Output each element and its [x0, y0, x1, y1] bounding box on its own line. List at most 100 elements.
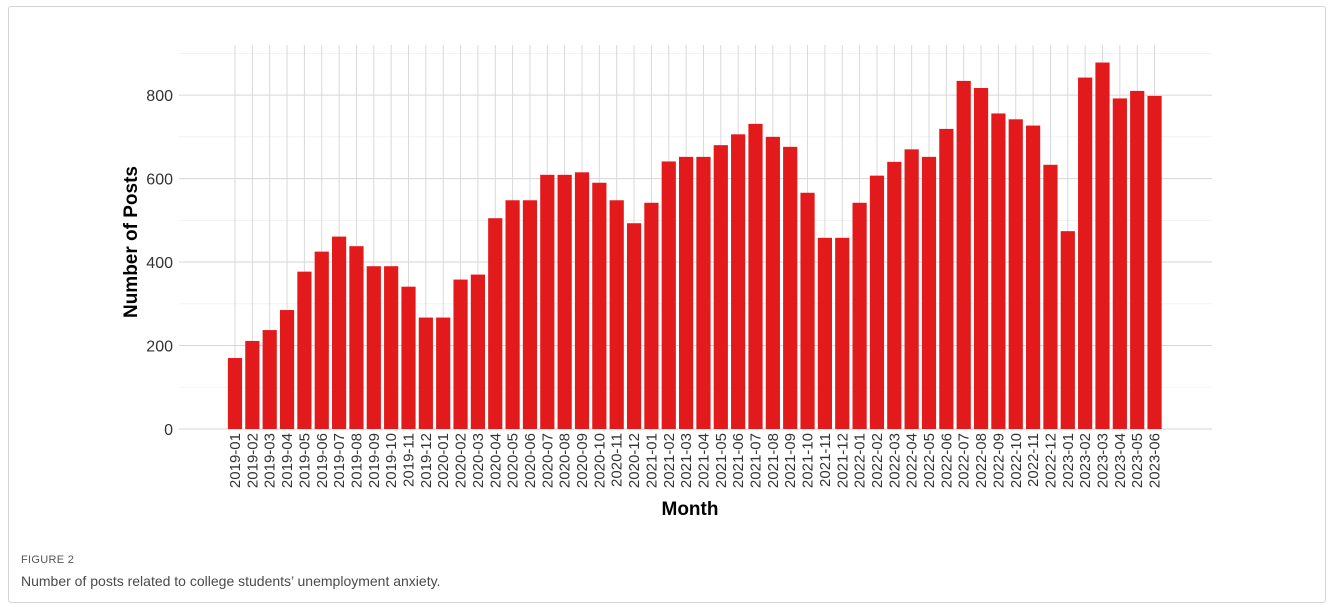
x-tick-label: 2019-07 — [331, 433, 348, 488]
bar-2020-07 — [540, 174, 555, 429]
bar-2020-04 — [488, 218, 503, 429]
bar-2021-02 — [661, 161, 676, 429]
x-tick-label: 2022-07 — [956, 433, 973, 488]
x-tick-label: 2019-01 — [227, 433, 244, 488]
bar-2019-02 — [245, 340, 260, 429]
bar-2022-11 — [1026, 125, 1041, 429]
bar-2023-02 — [1078, 77, 1093, 429]
figure-label: FIGURE 2 — [21, 554, 75, 566]
x-tick-label: 2023-02 — [1077, 433, 1094, 488]
bar-2020-10 — [592, 182, 607, 429]
x-tick-label: 2022-11 — [1025, 433, 1042, 487]
bar-2021-07 — [748, 123, 763, 429]
x-tick-label: 2019-12 — [418, 433, 435, 488]
x-tick-label: 2021-01 — [643, 433, 660, 488]
bar-2020-08 — [557, 174, 572, 429]
bar-2022-05 — [921, 156, 937, 430]
x-tick-label: 2019-08 — [348, 433, 365, 488]
bar-2022-10 — [1008, 119, 1023, 430]
x-tick-label: 2022-12 — [1042, 433, 1059, 488]
x-tick-label: 2021-03 — [678, 433, 695, 488]
bar-2021-11 — [817, 237, 832, 429]
y-axis-ticks: 0 200 400 600 800 — [146, 88, 173, 439]
bar-2019-05 — [297, 271, 312, 429]
x-tick-label: 2020-03 — [470, 433, 487, 488]
y-tick-label: 800 — [146, 88, 173, 105]
x-tick-label: 2023-01 — [1060, 433, 1077, 488]
x-tick-label: 2021-06 — [730, 433, 747, 488]
bar-2023-05 — [1130, 90, 1145, 429]
bar-2022-01 — [852, 202, 867, 429]
x-tick-label: 2023-05 — [1129, 433, 1146, 488]
bar-2023-06 — [1147, 95, 1162, 430]
x-tick-label: 2021-02 — [661, 433, 678, 488]
x-tick-label: 2021-12 — [834, 433, 851, 488]
x-tick-label: 2022-10 — [1008, 433, 1025, 488]
x-tick-label: 2020-01 — [435, 433, 452, 488]
bar-2022-04 — [904, 149, 919, 429]
bar-2023-01 — [1060, 231, 1075, 429]
bar-2021-01 — [644, 202, 659, 429]
bars — [227, 62, 1162, 430]
bar-2022-12 — [1043, 164, 1058, 430]
bar-2019-01 — [227, 358, 243, 429]
x-tick-label: 2019-03 — [262, 433, 279, 488]
x-tick-label: 2020-11 — [609, 433, 626, 487]
bar-2020-09 — [574, 172, 590, 430]
y-tick-label: 600 — [146, 172, 173, 189]
bar-2019-12 — [418, 317, 433, 429]
bar-2022-09 — [991, 113, 1006, 429]
bar-2019-07 — [332, 236, 347, 429]
x-tick-label: 2020-07 — [539, 433, 556, 488]
bar-2019-10 — [384, 266, 399, 429]
x-tick-label: 2023-03 — [1095, 433, 1112, 488]
bar-2021-09 — [783, 146, 798, 429]
y-axis-title: Number of Posts — [121, 166, 142, 318]
bar-2020-11 — [609, 200, 624, 429]
bar-2022-08 — [973, 87, 989, 430]
x-tick-label: 2022-02 — [869, 433, 886, 488]
x-tick-label: 2020-05 — [505, 433, 522, 488]
x-tick-label: 2020-10 — [591, 433, 608, 488]
bar-2023-04 — [1112, 98, 1127, 430]
x-tick-label: 2020-02 — [453, 433, 470, 488]
bar-2020-02 — [453, 279, 468, 429]
bar-2020-03 — [470, 274, 485, 429]
bar-2021-10 — [800, 192, 815, 429]
x-tick-label: 2021-07 — [748, 433, 765, 488]
bar-2019-11 — [401, 286, 416, 429]
bar-2021-12 — [835, 237, 850, 429]
x-tick-label: 2021-08 — [765, 433, 782, 488]
x-axis-ticks: 2019-01 2019-02 2019-03 2019-04 2019-05 2019-… — [227, 433, 1164, 488]
x-tick-label: 2020-06 — [522, 433, 539, 488]
bar-2022-07 — [956, 80, 971, 430]
x-tick-label: 2021-09 — [782, 433, 799, 488]
x-tick-label: 2019-04 — [279, 433, 296, 488]
y-tick-label: 400 — [146, 255, 173, 272]
bar-2022-02 — [869, 175, 885, 429]
x-tick-label: 2019-06 — [314, 433, 331, 488]
y-tick-label: 200 — [146, 339, 173, 356]
x-tick-label: 2020-04 — [487, 433, 504, 488]
x-tick-label: 2021-05 — [713, 433, 730, 488]
x-tick-label: 2022-09 — [990, 433, 1007, 488]
x-axis-title: Month — [662, 499, 719, 520]
x-tick-label: 2019-02 — [244, 433, 261, 488]
bar-2020-01 — [436, 317, 451, 429]
bar-2021-06 — [731, 134, 746, 429]
bar-2022-03 — [887, 161, 902, 429]
x-tick-label: 2019-11 — [401, 433, 418, 487]
x-tick-label: 2022-04 — [904, 433, 921, 488]
x-tick-label: 2021-10 — [800, 433, 817, 488]
bar-2019-09 — [366, 266, 381, 429]
bar-2020-05 — [505, 200, 520, 429]
x-tick-label: 2020-08 — [557, 433, 574, 488]
bar-2020-06 — [522, 200, 538, 429]
bar-2021-08 — [765, 136, 780, 429]
bar-2021-04 — [696, 156, 711, 430]
bar-2019-08 — [349, 246, 364, 429]
x-tick-label: 2022-03 — [886, 433, 903, 488]
x-tick-label: 2023-04 — [1112, 433, 1129, 488]
bar-2021-05 — [713, 145, 728, 430]
